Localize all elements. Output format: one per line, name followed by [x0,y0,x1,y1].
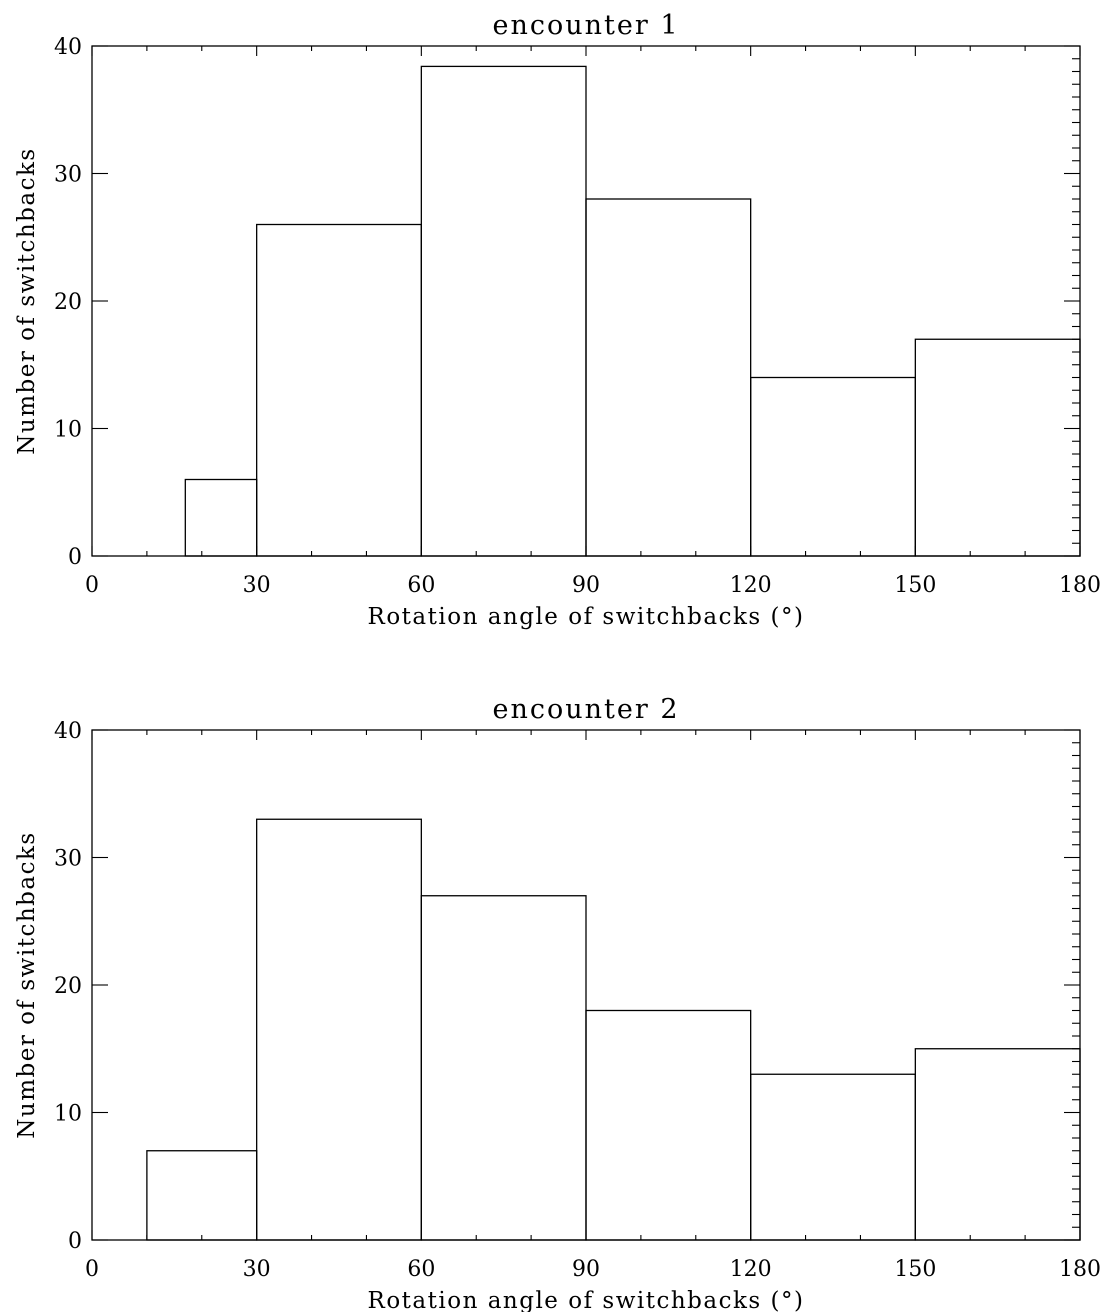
tick-labels: 0 30 60 90 120 150 180 0 10 20 30 40 [54,35,1101,598]
x-tick-label: 180 [1059,573,1101,598]
tick-labels: 0 30 60 90 120 150 180 0 10 20 30 40 [54,719,1101,1282]
axis-ticks [91,729,1081,1241]
x-tick-label: 60 [407,573,435,598]
histogram-bar-3 [420,895,587,1241]
y-tick-label: 10 [54,1102,82,1127]
histogram-bar-5 [750,1073,916,1241]
y-tick-label: 40 [54,35,82,60]
x-tick-label: 30 [243,573,271,598]
x-axis-label: Rotation angle of switchbacks (°) [368,1288,805,1312]
histogram-encounter-1: encounter 1 Rotation angle of switchback… [14,10,1101,630]
x-tick-label: 180 [1059,1257,1101,1282]
y-tick-label: 10 [54,418,82,443]
histogram-bar-2 [256,818,422,1241]
bars [146,818,1081,1241]
x-axis-label: Rotation angle of switchbacks (°) [368,604,805,630]
y-tick-label: 0 [68,545,82,570]
histogram-bar-4 [585,1009,752,1241]
y-tick-label: 20 [54,290,82,315]
y-axis-label: Number of switchbacks [14,831,40,1138]
x-tick-label: 120 [730,1257,772,1282]
y-tick-label: 30 [54,847,82,872]
x-tick-label: 90 [572,573,600,598]
histogram-encounter-2: encounter 2 Rotation angle of switchback… [14,694,1101,1312]
histogram-bar-6 [914,1048,1081,1241]
x-tick-label: 60 [407,1257,435,1282]
chart-title: encounter 2 [492,694,679,725]
x-tick-label: 150 [894,573,936,598]
bars [184,65,1081,557]
histogram-bar-1 [146,1150,258,1241]
x-tick-label: 150 [894,1257,936,1282]
histogram-bar-5 [750,376,916,557]
x-tick-label: 0 [85,573,99,598]
x-tick-label: 120 [730,573,772,598]
histogram-bar-6 [914,338,1081,557]
x-tick-label: 90 [572,1257,600,1282]
axis-ticks [91,45,1081,557]
histogram-bar-2 [256,223,422,557]
y-axis-label: Number of switchbacks [14,147,40,454]
y-tick-label: 40 [54,719,82,744]
x-tick-label: 30 [243,1257,271,1282]
chart-title: encounter 1 [492,10,679,41]
x-tick-label: 0 [85,1257,99,1282]
y-tick-label: 0 [68,1229,82,1254]
histogram-bar-4 [585,198,752,557]
histogram-bar-1 [184,478,258,557]
y-tick-label: 30 [54,163,82,188]
y-tick-label: 20 [54,974,82,999]
histogram-bar-3 [420,65,587,557]
